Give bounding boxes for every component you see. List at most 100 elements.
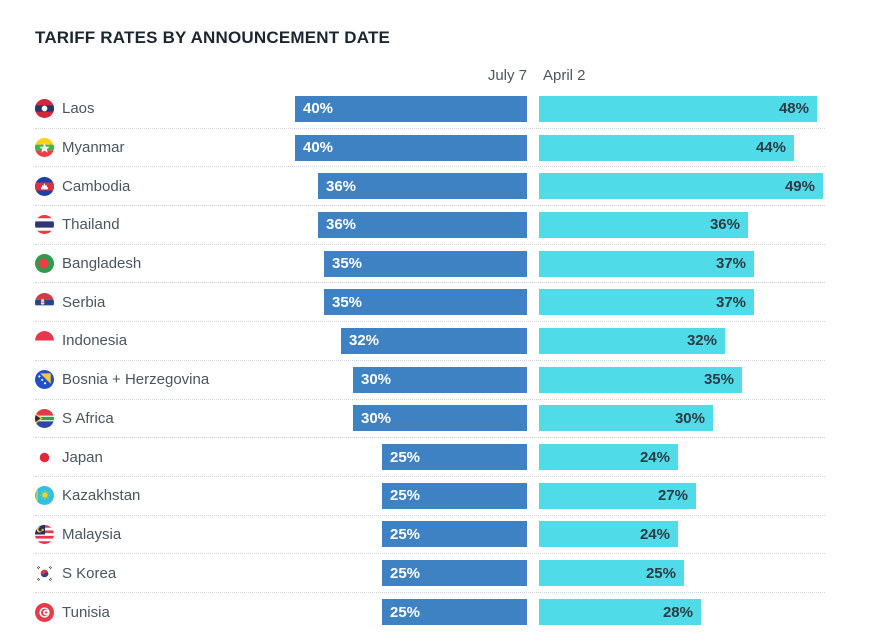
july7-bar-zone: 40% [290, 134, 527, 161]
april2-bar-zone: 25% [539, 560, 825, 587]
country-label: Tunisia [62, 603, 110, 621]
table-row: Bosnia + Herzegovina 30% 35% [35, 361, 825, 400]
july7-bar: 40% [295, 95, 527, 122]
country-label: Laos [62, 100, 95, 118]
table-row: Malaysia 25% 24% [35, 516, 825, 555]
april2-bar-zone: 44% [539, 134, 825, 161]
april2-bar: 28% [539, 599, 701, 626]
country-label: Kazakhstan [62, 487, 141, 505]
april2-bar-zone: 27% [539, 482, 825, 509]
header-spacer [35, 65, 290, 87]
april2-bar-zone: 36% [539, 211, 825, 238]
country-cell: Cambodia [35, 176, 290, 196]
chart-title: TARIFF RATES BY ANNOUNCEMENT DATE [35, 28, 391, 47]
country-cell: Serbia [35, 292, 290, 312]
table-row: S Africa 30% 30% [35, 400, 825, 439]
south-korea-flag-icon [35, 563, 54, 583]
july7-bar-value: 36% [326, 177, 357, 195]
july7-bar: 25% [382, 444, 527, 471]
july7-bar: 35% [324, 289, 527, 316]
july7-bar-value: 32% [349, 332, 380, 350]
country-label: Myanmar [62, 139, 125, 157]
japan-flag-icon [35, 447, 54, 467]
cambodia-flag-icon [35, 176, 54, 196]
country-label: Japan [62, 448, 103, 466]
april2-bar: 49% [539, 173, 823, 200]
april2-bar-zone: 28% [539, 599, 825, 626]
table-row: Myanmar 40% 44% [35, 129, 825, 168]
july7-bar: 30% [353, 366, 527, 393]
country-label: Indonesia [62, 332, 128, 350]
bangladesh-flag-icon [35, 254, 54, 274]
thailand-flag-icon [35, 215, 54, 235]
april2-bar-zone: 24% [539, 521, 825, 548]
country-label: S Africa [62, 409, 114, 427]
july7-bar: 30% [353, 405, 527, 432]
myanmar-flag-icon [35, 138, 54, 158]
south-africa-flag-icon [35, 408, 54, 428]
serbia-flag-icon [35, 292, 54, 312]
table-row: Serbia 35% 37% [35, 283, 825, 323]
col-header-april2: April 2 [543, 67, 586, 84]
april2-bar: 48% [539, 95, 817, 122]
july7-bar: 35% [324, 250, 527, 277]
april2-bar: 24% [539, 521, 678, 548]
col-header-july7: July 7 [487, 67, 527, 84]
table-row: S Korea 25% 25% [35, 554, 825, 593]
country-cell: Thailand [35, 215, 290, 235]
april2-bar-value: 24% [639, 525, 670, 543]
country-cell: Bosnia + Herzegovina [35, 370, 290, 390]
july7-bar-zone: 30% [290, 366, 527, 393]
april2-bar-zone: 49% [539, 173, 825, 200]
july7-bar: 36% [318, 173, 527, 200]
april2-bar: 37% [539, 250, 754, 277]
header-gap [527, 65, 539, 87]
april2-bar: 35% [539, 366, 742, 393]
july7-bar-zone: 25% [290, 482, 527, 509]
chart-rows: Laos 40% 48% Myanmar 40% 44% Cambodia 36% 49% Tha… [35, 90, 825, 632]
april2-bar-value: 36% [709, 216, 740, 234]
july7-bar-zone: 25% [290, 599, 527, 626]
april2-bar: 25% [539, 560, 684, 587]
april2-bar-value: 37% [715, 293, 746, 311]
july7-bar-value: 35% [332, 293, 363, 311]
july7-bar: 36% [318, 211, 527, 238]
july7-bar: 25% [382, 521, 527, 548]
country-cell: Bangladesh [35, 254, 290, 274]
april2-bar-value: 48% [778, 100, 809, 118]
july7-bar-zone: 35% [290, 289, 527, 316]
july7-bar-zone: 36% [290, 211, 527, 238]
country-label: Bangladesh [62, 255, 142, 273]
april2-bar: 36% [539, 211, 748, 238]
july7-bar-value: 25% [390, 564, 421, 582]
country-cell: Indonesia [35, 331, 290, 351]
april2-bar-value: 32% [686, 332, 717, 350]
april2-bar: 37% [539, 289, 754, 316]
bosnia-herzegovina-flag-icon [35, 370, 54, 390]
indonesia-flag-icon [35, 331, 54, 351]
april2-bar-value: 30% [674, 409, 705, 427]
country-label: S Korea [62, 564, 117, 582]
july7-bar-value: 30% [361, 409, 392, 427]
april2-bar-value: 28% [662, 603, 693, 621]
july7-bar-zone: 30% [290, 405, 527, 432]
july7-bar-value: 25% [390, 487, 421, 505]
country-cell: Malaysia [35, 524, 290, 544]
april2-bar-value: 27% [657, 487, 688, 505]
april2-bar-value: 44% [755, 139, 786, 157]
april2-bar-value: 24% [639, 448, 670, 466]
tunisia-flag-icon [35, 602, 54, 622]
country-label: Malaysia [62, 525, 122, 543]
table-row: Japan 25% 24% [35, 438, 825, 477]
april2-bar-zone: 24% [539, 444, 825, 471]
table-row: Kazakhstan 25% 27% [35, 477, 825, 516]
april2-bar-value: 35% [703, 371, 734, 389]
april2-bar: 44% [539, 134, 794, 161]
country-cell: Kazakhstan [35, 486, 290, 506]
july7-bar-value: 30% [361, 371, 392, 389]
country-cell: S Africa [35, 408, 290, 428]
country-label: Cambodia [62, 177, 131, 195]
country-cell: Myanmar [35, 138, 290, 158]
july7-bar-value: 35% [332, 255, 363, 273]
